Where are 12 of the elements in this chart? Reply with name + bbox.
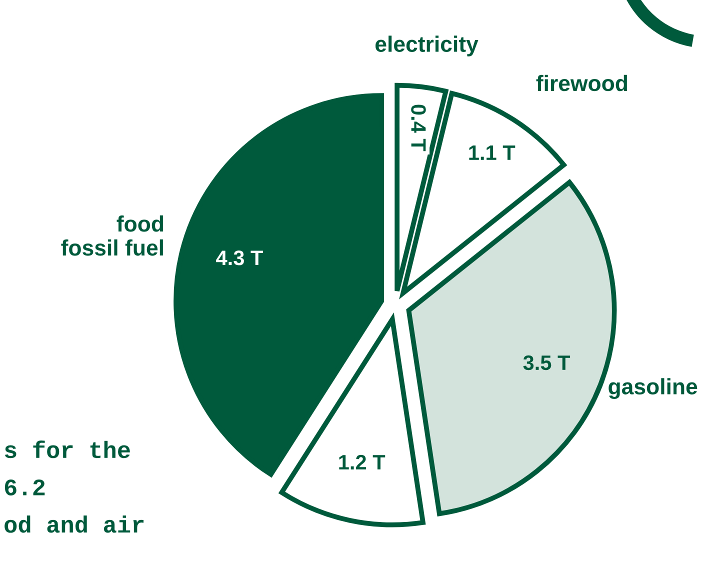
data-label: 0.4 T — [411, 104, 426, 152]
slice-label: firewood — [536, 74, 628, 92]
text: 6.2 — [4, 479, 45, 496]
text: od and air — [4, 515, 144, 533]
data-label: 4.3 T — [216, 250, 264, 266]
data-label: 1.2 T — [339, 454, 386, 470]
slice-label: food fossil fuel — [61, 215, 164, 256]
slice-label: gasoline — [608, 378, 698, 399]
data-label: 3.5 T — [523, 355, 570, 370]
slice-label: electricity — [376, 36, 478, 56]
data-label: 1.1 T — [469, 146, 516, 160]
text: s for the — [4, 440, 130, 458]
